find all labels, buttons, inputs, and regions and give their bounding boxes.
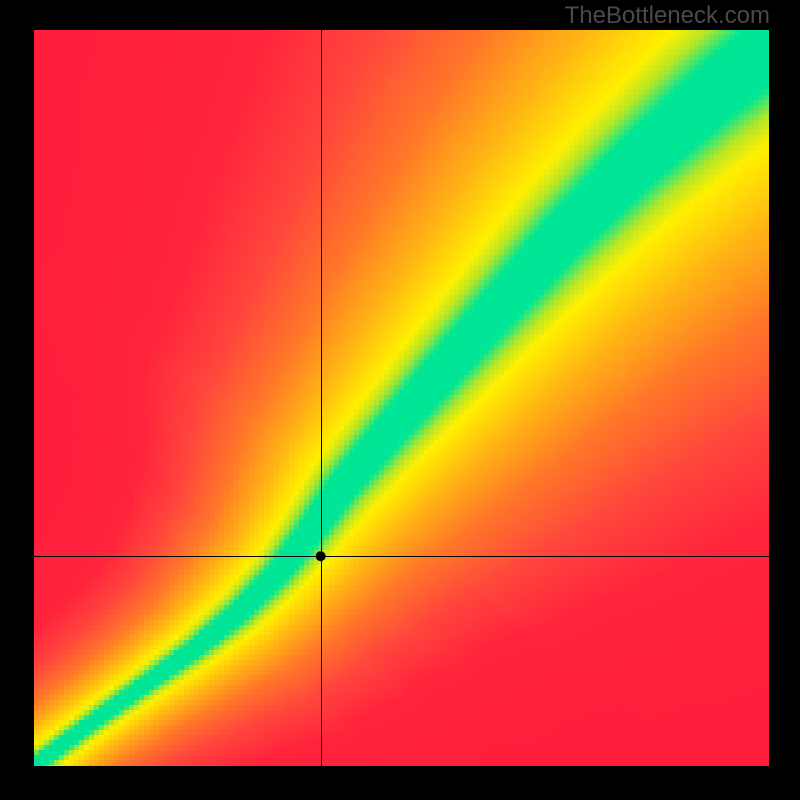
chart-container: TheBottleneck.com xyxy=(0,0,800,800)
heatmap-canvas xyxy=(0,0,800,800)
watermark-text: TheBottleneck.com xyxy=(565,2,770,30)
